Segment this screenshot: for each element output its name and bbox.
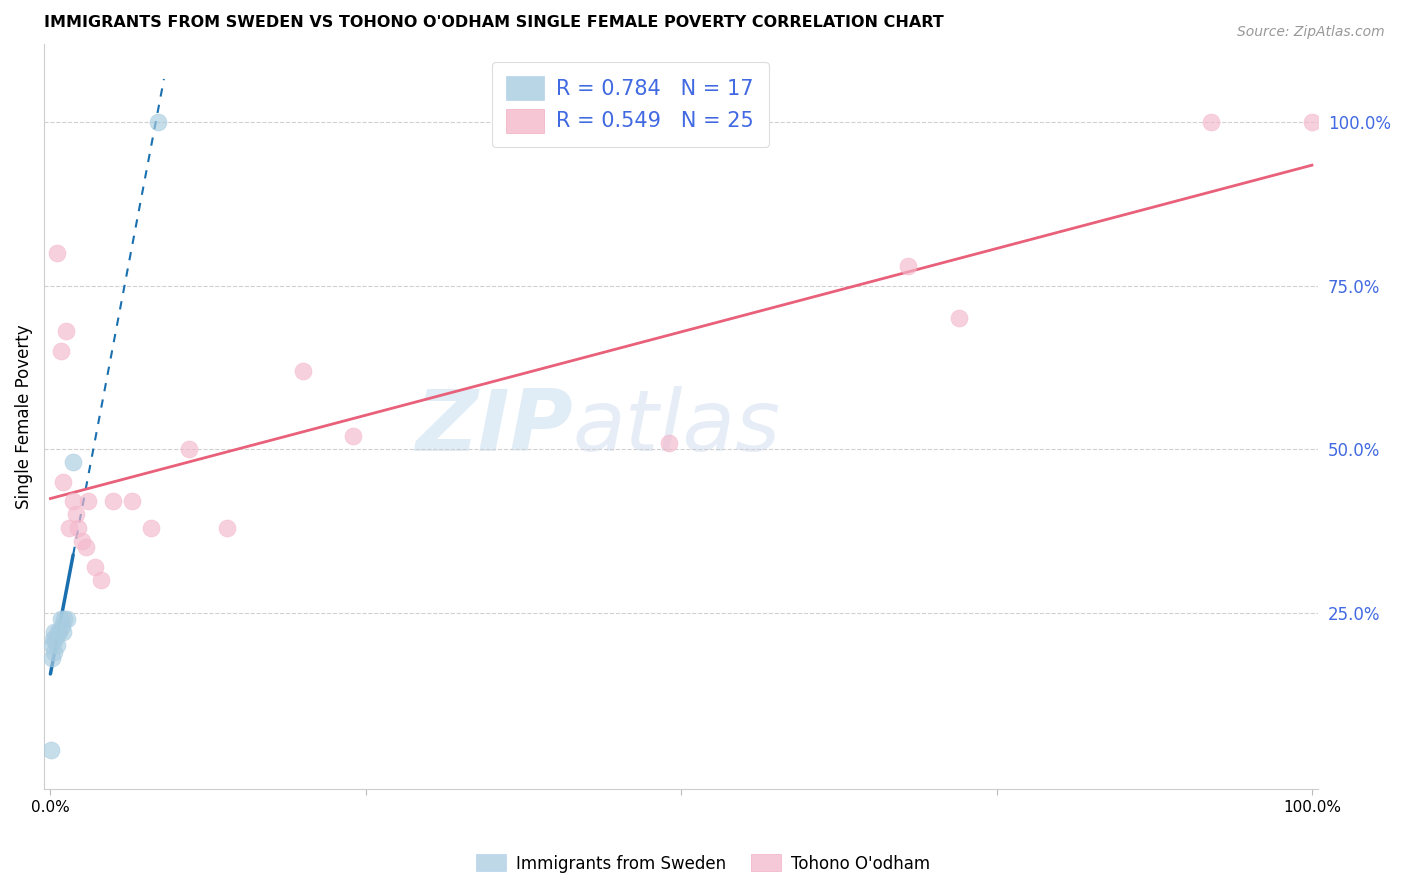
Point: [56, 612, 79, 626]
Point: [75, 540, 97, 554]
Point: [67, 520, 90, 534]
Point: [45, 246, 67, 260]
Point: [83, 559, 105, 574]
Point: [44, 632, 66, 646]
Point: [48, 625, 70, 640]
Point: [46, 625, 69, 640]
Point: [121, 494, 143, 508]
Point: [897, 259, 920, 273]
Point: [41, 651, 63, 665]
Point: [53, 612, 76, 626]
Point: [1199, 115, 1222, 129]
Y-axis label: Single Female Poverty: Single Female Poverty: [15, 324, 32, 508]
Point: [90, 573, 112, 587]
Point: [49, 612, 72, 626]
Point: [41, 638, 63, 652]
Point: [179, 442, 201, 456]
Point: [45, 638, 67, 652]
Point: [215, 520, 238, 534]
Legend: R = 0.784   N = 17, R = 0.549   N = 25: R = 0.784 N = 17, R = 0.549 N = 25: [492, 62, 769, 147]
Text: ZIP: ZIP: [415, 386, 572, 469]
Point: [51, 618, 73, 632]
Point: [948, 311, 970, 326]
Legend: Immigrants from Sweden, Tohono O'odham: Immigrants from Sweden, Tohono O'odham: [470, 847, 936, 880]
Point: [658, 435, 681, 450]
Point: [52, 625, 75, 640]
Point: [103, 494, 125, 508]
Point: [70, 533, 93, 548]
Point: [55, 325, 77, 339]
Point: [58, 520, 80, 534]
Text: atlas: atlas: [572, 386, 780, 469]
Point: [141, 520, 163, 534]
Point: [1301, 115, 1323, 129]
Point: [77, 494, 100, 508]
Point: [291, 364, 314, 378]
Text: IMMIGRANTS FROM SWEDEN VS TOHONO O'ODHAM SINGLE FEMALE POVERTY CORRELATION CHART: IMMIGRANTS FROM SWEDEN VS TOHONO O'ODHAM…: [44, 15, 943, 30]
Point: [39, 743, 62, 757]
Point: [342, 429, 364, 443]
Point: [65, 508, 87, 522]
Point: [42, 632, 65, 646]
Point: [44, 625, 66, 640]
Point: [52, 475, 75, 489]
Point: [42, 645, 65, 659]
Point: [62, 494, 84, 508]
Text: Source: ZipAtlas.com: Source: ZipAtlas.com: [1237, 25, 1385, 39]
Point: [146, 115, 169, 129]
Point: [49, 344, 72, 359]
Point: [62, 455, 84, 469]
